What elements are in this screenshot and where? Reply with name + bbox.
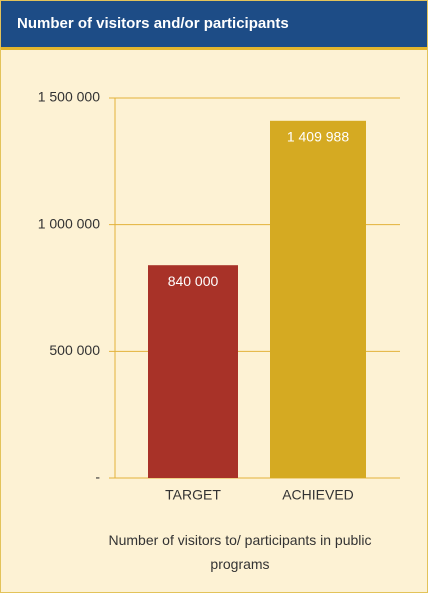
value-label: 1 409 988 [287,129,349,145]
y-tick-label: 1 000 000 [38,215,100,231]
y-tick-label: - [95,469,100,485]
bar [148,265,238,478]
y-tick-label: 500 000 [49,342,100,358]
chart-title: Number of visitors and/or participants [17,15,289,32]
y-tick-label: 1 500 000 [38,89,100,105]
value-label: 840 000 [168,273,219,289]
x-tick-label: ACHIEVED [282,487,354,503]
header: Number of visitors and/or participants [1,1,427,50]
x-tick-label: TARGET [165,487,221,503]
bar [270,120,366,478]
x-axis-label: Number of visitors to/ participants in p… [108,532,372,572]
